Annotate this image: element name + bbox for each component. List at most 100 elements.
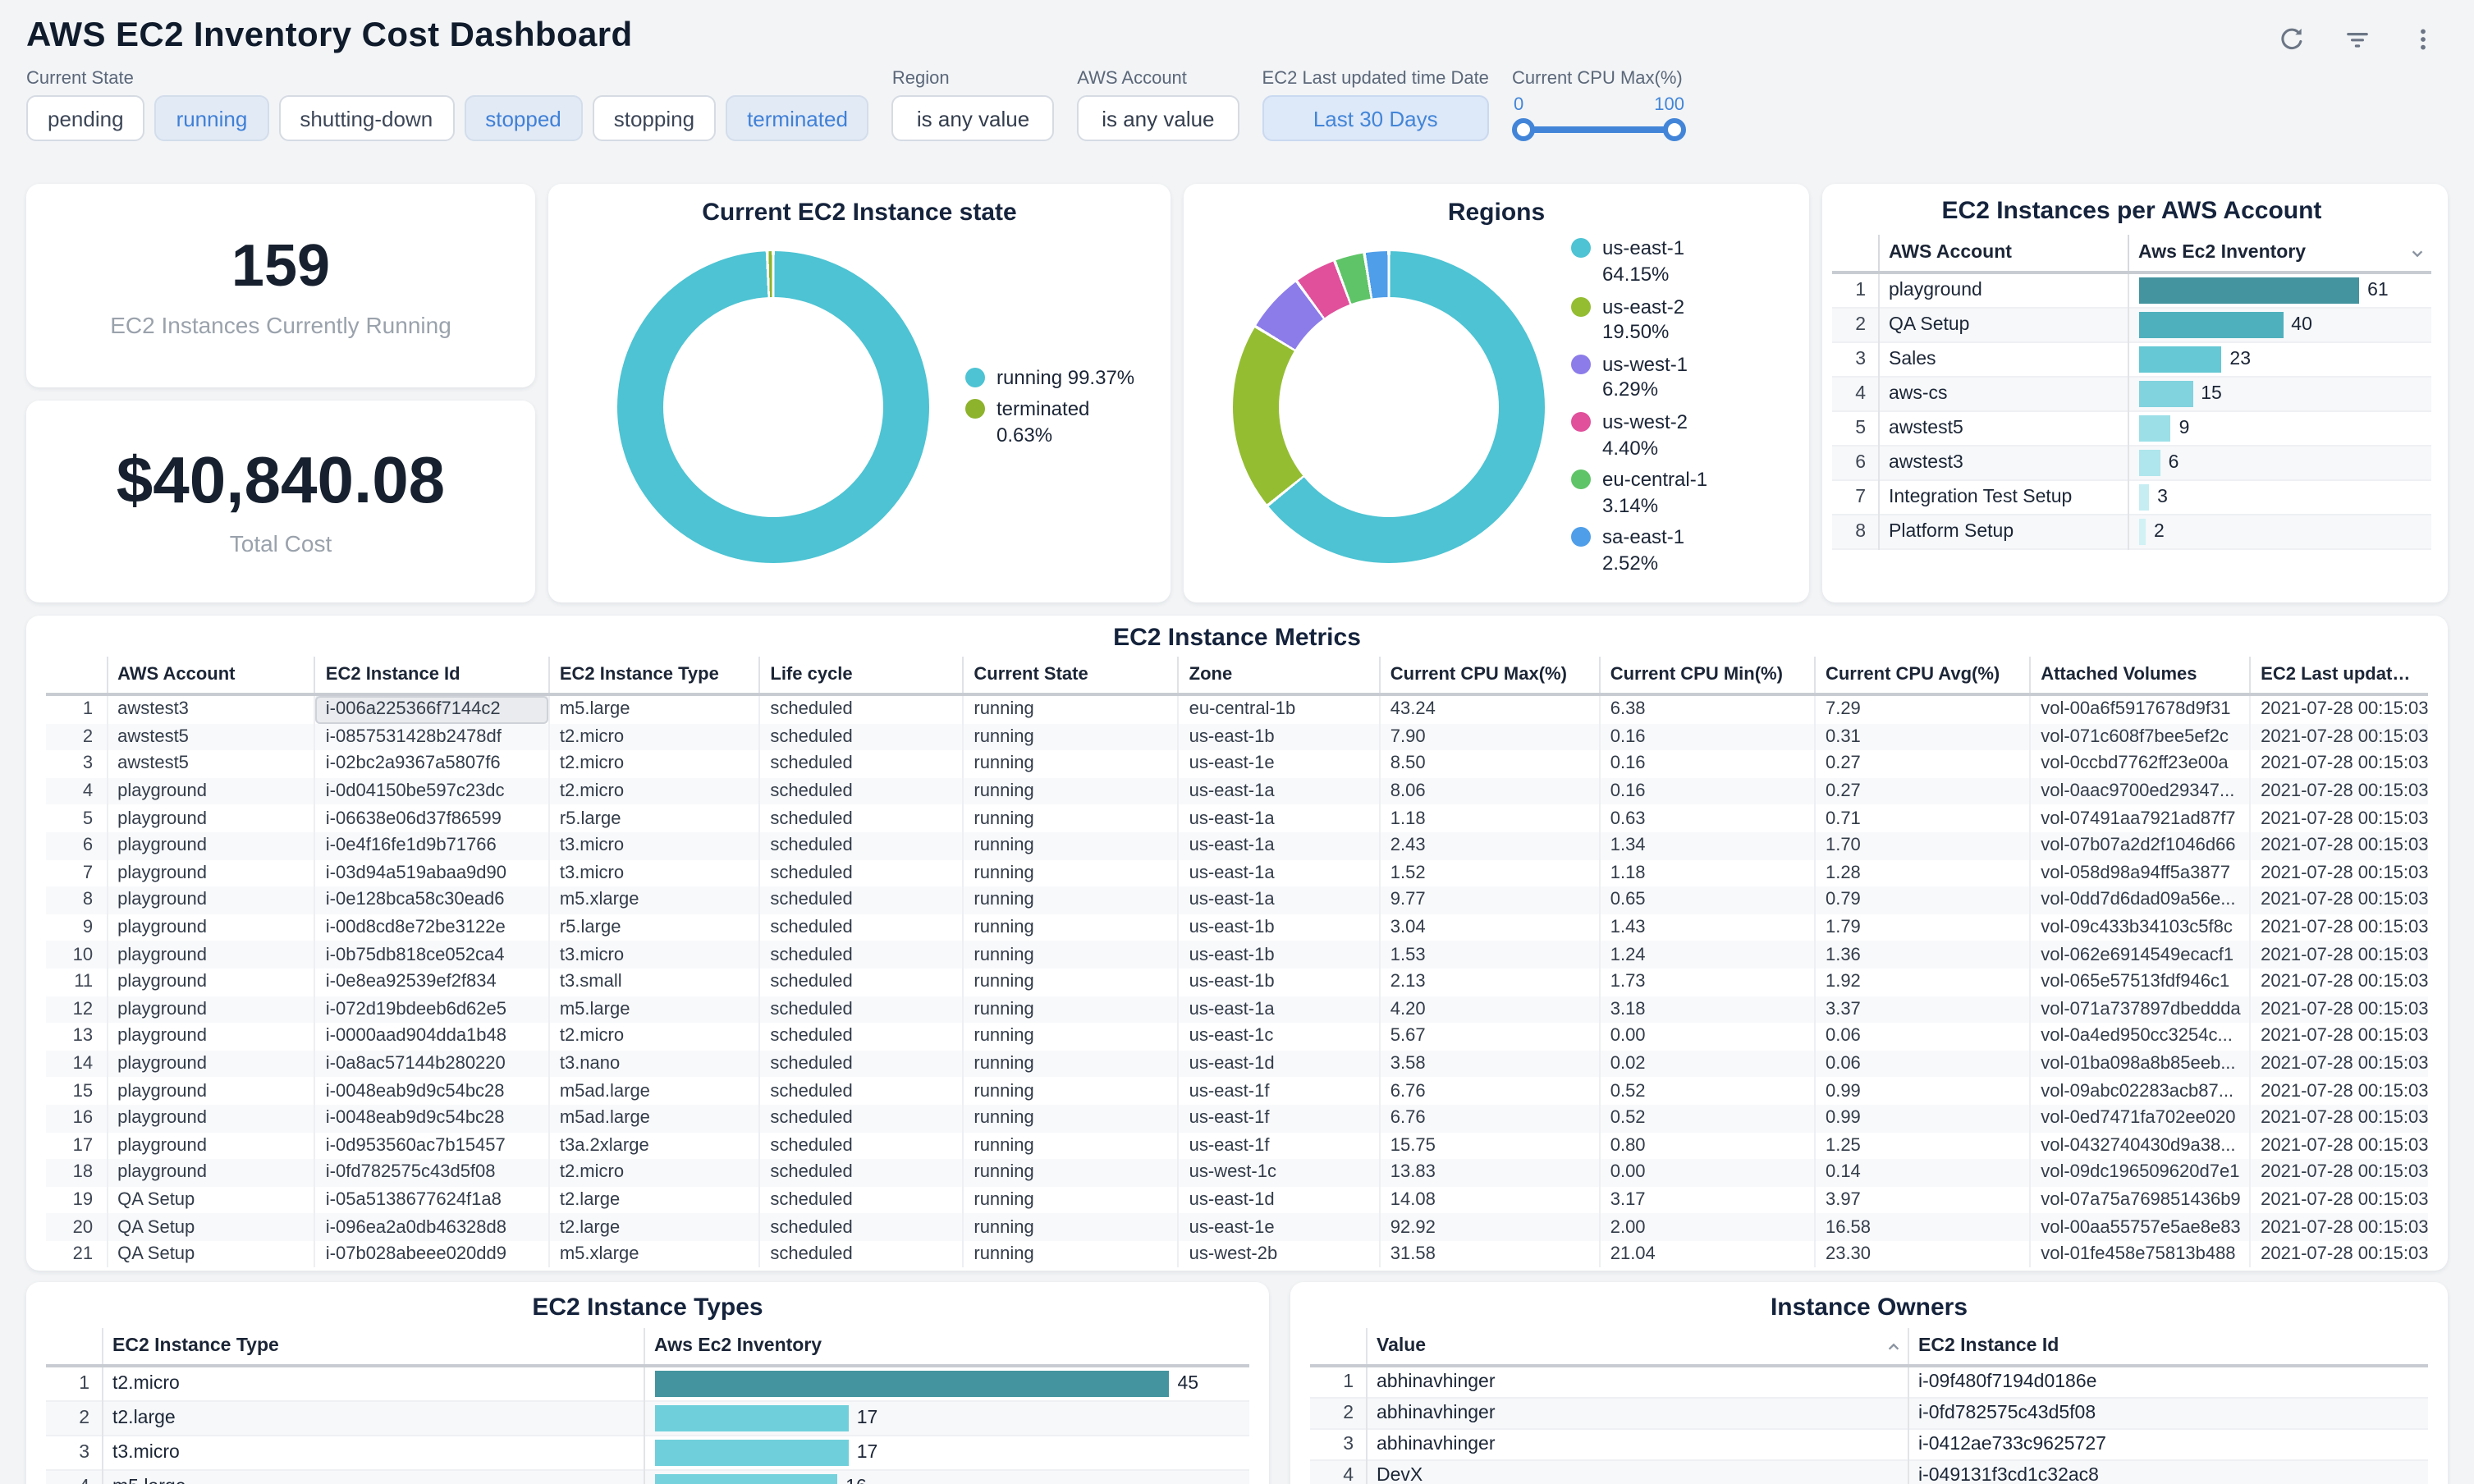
table-row[interactable]: 1 abhinavhinger i-09f480f7194d0186e [1310, 1366, 2428, 1398]
region-select[interactable]: is any value [891, 95, 1055, 141]
table-row[interactable]: 1 awstest3 i-006a225366f7144c2 m5.large sche… [46, 694, 2428, 724]
table-row[interactable]: 14 playground i-0a8ac57144b280220 t3.nano sc… [46, 1050, 2428, 1078]
kpi-label: Total Cost [229, 530, 332, 557]
table-row[interactable]: 4 playground i-0d04150be597c23dc t2.micro sc… [46, 777, 2428, 805]
column-header[interactable]: AWS Account [106, 657, 315, 696]
table-row[interactable]: 5 playground i-06638e06d37f86599 r5.large sc… [46, 804, 2428, 832]
legend-item-terminated[interactable]: terminated 0.63% [965, 397, 1134, 448]
column-header-aws-account[interactable]: AWS Account [1877, 235, 2128, 274]
table-row[interactable]: 8 playground i-0e128bca58c30ead6 m5.xlarge s… [46, 886, 2428, 914]
refresh-icon[interactable] [2277, 25, 2307, 54]
table-row[interactable]: 2 abhinavhinger i-0fd782575c43d5f08 [1310, 1398, 2428, 1429]
table-row[interactable]: 3 t3.micro 17 [46, 1436, 1249, 1470]
table-row[interactable]: 6 awstest3 6 [1832, 446, 2431, 480]
bar-cell: 17 [643, 1436, 1249, 1470]
table-row[interactable]: 13 playground i-0000aad904dda1b48 t2.micro s… [46, 1023, 2428, 1051]
cell: running [962, 1132, 1179, 1160]
slider-track[interactable] [1521, 126, 1676, 132]
table-row[interactable]: 6 playground i-0e4f16fe1d9b71766 t3.micro sc… [46, 831, 2428, 860]
cell: 1.34 [1598, 831, 1815, 860]
cell: t2.micro [547, 777, 760, 805]
table-row[interactable]: 5 awstest5 9 [1832, 411, 2431, 446]
column-header[interactable]: Current CPU Min(%) [1598, 657, 1815, 696]
cell: 2021-07-28 00:15:03 [2249, 996, 2428, 1024]
table-row[interactable]: 21 QA Setup i-07b028abeee020dd9 m5.xlarge sc… [46, 1240, 2428, 1268]
table-row[interactable]: 3 abhinavhinger i-0412ae733c9625727 [1310, 1429, 2428, 1460]
column-header[interactable]: Current CPU Avg(%) [1813, 657, 2031, 696]
column-header[interactable]: EC2 Instance Type [547, 657, 760, 696]
table-row[interactable]: 10 playground i-0b75db818ce052ca4 t3.micro s… [46, 941, 2428, 969]
column-header[interactable]: Zone [1177, 657, 1380, 696]
state-option-stopped[interactable]: stopped [464, 95, 583, 141]
legend-item-us-east-2[interactable]: us-east-2 19.50% [1571, 295, 1707, 346]
legend-item-running[interactable]: running 99.37% [965, 365, 1134, 391]
table-row[interactable]: 2 QA Setup 40 [1832, 308, 2431, 342]
slider-handle-max[interactable] [1662, 118, 1686, 141]
table-row[interactable]: 7 playground i-03d94a519abaa9d90 t3.micro sc… [46, 859, 2428, 887]
caret-up-icon[interactable] [1885, 1340, 1900, 1359]
table-row[interactable]: 3 awstest5 i-02bc2a9367a5807f6 t2.micro sche… [46, 750, 2428, 778]
column-header[interactable]: EC2 Last updated time T... [2249, 657, 2428, 696]
state-option-pending[interactable]: pending [26, 95, 145, 141]
table-row[interactable]: 11 playground i-0e8ea92539ef2f834 t3.small s… [46, 968, 2428, 996]
date-range-button[interactable]: Last 30 Days [1262, 95, 1489, 141]
table-row[interactable]: 17 playground i-0d953560ac7b15457 t3a.2xlar… [46, 1132, 2428, 1160]
table-row[interactable]: 19 QA Setup i-05a5138677624f1a8 t2.large sch… [46, 1186, 2428, 1214]
state-option-running[interactable]: running [154, 95, 269, 141]
slider-handle-min[interactable] [1511, 118, 1535, 141]
table-row[interactable]: 9 playground i-00d8cd8e72be3122e r5.large sc… [46, 914, 2428, 941]
cell: scheduled [758, 859, 964, 887]
state-option-terminated[interactable]: terminated [726, 95, 869, 141]
legend-label: terminated 0.63% [996, 397, 1090, 447]
column-header[interactable]: Life cycle [758, 657, 964, 696]
aws-account-select[interactable]: is any value [1077, 95, 1239, 141]
column-header[interactable]: Attached Volumes [2029, 657, 2251, 696]
instance-state-donut-chart[interactable] [617, 251, 929, 563]
column-header[interactable]: Current CPU Max(%) [1378, 657, 1600, 696]
legend-item-eu-central-1[interactable]: eu-central-1 3.14% [1571, 468, 1707, 519]
table-row[interactable]: 1 playground 61 [1832, 273, 2431, 308]
state-option-stopping[interactable]: stopping [592, 95, 717, 141]
column-header[interactable]: EC2 Instance Id [314, 657, 549, 696]
legend-item-us-west-1[interactable]: us-west-1 6.29% [1571, 353, 1707, 404]
cell: scheduled [758, 831, 964, 860]
table-row[interactable]: 20 QA Setup i-096ea2a0db46328d8 t2.large sch… [46, 1213, 2428, 1241]
column-header-instance-type[interactable]: EC2 Instance Type [101, 1328, 644, 1367]
cell: us-east-1d [1177, 1050, 1380, 1078]
state-option-shutting-down[interactable]: shutting-down [278, 95, 455, 141]
cell[interactable]: i-006a225366f7144c2 [314, 694, 549, 724]
regions-donut-chart[interactable] [1233, 251, 1545, 563]
table-row[interactable]: 18 playground i-0fd782575c43d5f08 t2.micro s… [46, 1159, 2428, 1187]
column-header-value[interactable]: Value [1365, 1328, 1908, 1367]
slider-min-value: 0 [1513, 95, 1524, 115]
legend-item-sa-east-1[interactable]: sa-east-1 2.52% [1571, 526, 1707, 577]
chevron-down-icon[interactable] [2410, 246, 2425, 266]
column-header-inventory[interactable]: Aws Ec2 Inventory [2127, 235, 2431, 274]
table-row[interactable]: 16 playground i-0048eab9d9c54bc28 m5ad.larg… [46, 1104, 2428, 1132]
table-row[interactable]: 15 playground i-0048eab9d9c54bc28 m5ad.larg… [46, 1077, 2428, 1105]
column-header-instance-id[interactable]: EC2 Instance Id [1907, 1328, 2428, 1367]
table-row[interactable]: 4 aws-cs 15 [1832, 377, 2431, 411]
row-number: 10 [72, 945, 94, 965]
value-bar [654, 1371, 1170, 1397]
legend-item-us-west-2[interactable]: us-west-2 4.40% [1571, 410, 1707, 461]
column-header-inventory[interactable]: Aws Ec2 Inventory [643, 1328, 1249, 1367]
cell: 2021-07-28 00:15:03 [2249, 886, 2428, 914]
table-row[interactable]: 12 playground i-072d19bdeeb6d62e5 m5.large s… [46, 996, 2428, 1024]
table-row[interactable]: 7 Integration Test Setup 3 [1832, 480, 2431, 515]
filter-icon[interactable] [2343, 25, 2372, 54]
table-row[interactable]: 2 awstest5 i-0857531428b2478df t2.micro sche… [46, 723, 2428, 751]
table-row[interactable]: 2 t2.large 17 [46, 1401, 1249, 1436]
row-number: 1 [79, 1374, 89, 1394]
kebab-menu-icon[interactable] [2408, 25, 2438, 54]
table-row[interactable]: 4 DevX i-049131f3cd1c32ac8 [1310, 1460, 2428, 1484]
table-row[interactable]: 1 t2.micro 45 [46, 1366, 1249, 1401]
chart-title: Current EC2 Instance state [702, 199, 1017, 227]
cell: 7.90 [1378, 723, 1600, 751]
table-row[interactable]: 8 Platform Setup 2 [1832, 515, 2431, 549]
column-header[interactable]: Current State [962, 657, 1179, 696]
cell: running [962, 996, 1179, 1024]
table-row[interactable]: 4 m5.large 16 [46, 1470, 1249, 1484]
legend-item-us-east-1[interactable]: us-east-1 64.15% [1571, 237, 1707, 288]
table-row[interactable]: 3 Sales 23 [1832, 342, 2431, 377]
